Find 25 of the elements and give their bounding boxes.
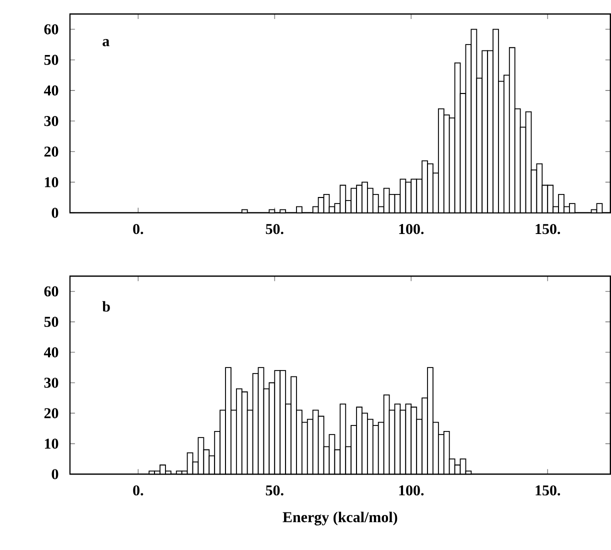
y-tick-label: 50: [44, 54, 58, 65]
x-tick-label: 50.: [266, 224, 284, 234]
y-tick-label: 20: [44, 146, 58, 156]
y-tick-label: 60: [44, 24, 58, 34]
y-tick-label: 20: [44, 408, 58, 418]
y-tick-label: 40: [44, 347, 58, 358]
y-tick-label: 50: [44, 316, 58, 327]
y-tick-label: 0: [52, 208, 58, 218]
annotation: b: [102, 300, 110, 312]
y-tick-label: 40: [44, 85, 58, 96]
y-tick-label: 60: [44, 286, 58, 296]
annotation: a: [102, 38, 110, 46]
x-axis-title: Energy (kcal/mol): [282, 511, 398, 526]
x-tick-label: 150.: [536, 485, 560, 496]
x-tick-label: 0.: [133, 485, 144, 496]
x-tick-label: 150.: [536, 224, 560, 234]
y-tick-label: 0: [52, 468, 58, 479]
x-tick-label: 100.: [399, 485, 424, 496]
y-tick-label: 30: [44, 116, 58, 126]
x-tick-label: 100.: [399, 224, 424, 234]
y-tick-label: 10: [44, 438, 58, 448]
y-tick-label: 30: [44, 377, 58, 388]
x-tick-label: 0.: [133, 224, 144, 234]
y-tick-label: 10: [44, 176, 58, 188]
x-tick-label: 50.: [266, 485, 284, 496]
